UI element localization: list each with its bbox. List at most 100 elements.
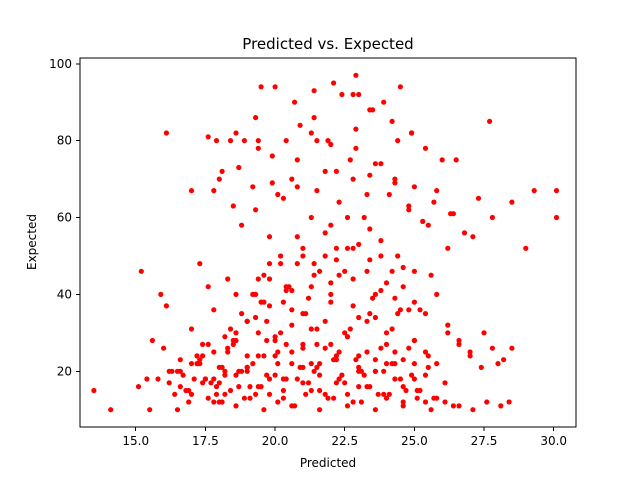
data-point	[272, 337, 278, 344]
data-point	[138, 268, 144, 274]
data-point	[144, 376, 150, 382]
data-point	[347, 157, 353, 163]
data-point	[308, 214, 314, 221]
y-tick-label: 80	[57, 134, 72, 148]
data-point	[420, 218, 426, 224]
data-point	[158, 291, 164, 297]
data-point	[253, 207, 259, 213]
data-point	[445, 322, 451, 328]
data-point	[166, 380, 172, 386]
data-point	[163, 130, 169, 136]
data-point	[233, 337, 239, 344]
data-point	[211, 376, 217, 382]
data-point	[450, 403, 456, 409]
data-point	[177, 384, 183, 390]
data-point	[300, 345, 306, 351]
data-point	[255, 330, 261, 336]
data-point	[300, 380, 306, 386]
data-point	[509, 345, 515, 351]
data-point	[431, 395, 437, 401]
data-point	[244, 353, 250, 359]
data-point	[149, 337, 155, 344]
data-point	[174, 407, 181, 413]
data-point	[314, 138, 320, 144]
data-point	[230, 203, 236, 209]
data-point	[255, 145, 261, 151]
data-point	[356, 241, 362, 247]
data-point	[314, 188, 320, 194]
data-point	[280, 387, 286, 394]
data-point	[333, 353, 339, 359]
data-point	[272, 84, 278, 90]
data-point	[155, 376, 161, 382]
data-point	[456, 403, 462, 409]
x-tick-label: 27.5	[471, 434, 498, 448]
data-point	[383, 330, 390, 336]
data-point	[255, 276, 261, 282]
data-point	[350, 91, 356, 98]
data-point	[392, 376, 398, 382]
data-point	[411, 361, 417, 367]
data-point	[406, 207, 412, 213]
data-point	[350, 303, 356, 309]
data-point	[269, 153, 275, 159]
data-point	[372, 357, 378, 363]
data-point	[344, 245, 351, 251]
data-point	[266, 303, 273, 309]
data-point	[356, 314, 362, 321]
data-point	[233, 130, 239, 136]
data-point	[372, 368, 378, 374]
data-point	[434, 361, 440, 367]
data-point	[439, 157, 445, 163]
data-point	[400, 403, 406, 409]
data-point	[253, 115, 259, 121]
data-point	[322, 345, 328, 351]
data-point	[400, 399, 406, 405]
data-point	[378, 345, 384, 351]
data-point	[361, 372, 367, 378]
data-point	[353, 357, 359, 363]
data-point	[353, 72, 359, 78]
data-point	[336, 376, 342, 382]
data-point	[322, 253, 328, 259]
data-point	[414, 387, 420, 394]
data-point	[328, 222, 334, 228]
data-point	[239, 311, 245, 317]
data-point	[222, 372, 228, 378]
data-point	[347, 326, 353, 332]
data-point	[172, 391, 178, 397]
data-point	[289, 322, 295, 328]
data-point	[239, 222, 245, 228]
data-point	[275, 361, 281, 367]
data-point	[205, 395, 211, 401]
data-point	[197, 261, 203, 267]
data-point	[289, 287, 295, 294]
data-point	[253, 391, 259, 397]
data-point	[392, 180, 398, 186]
data-point	[188, 361, 195, 367]
data-point	[205, 284, 211, 290]
data-point	[261, 407, 267, 413]
data-point	[336, 349, 342, 355]
data-point	[205, 134, 211, 140]
data-point	[233, 291, 239, 297]
data-point	[186, 399, 192, 405]
data-point	[409, 372, 415, 378]
data-point	[244, 364, 250, 370]
data-point	[553, 188, 560, 194]
data-point	[280, 299, 286, 305]
data-point	[166, 368, 172, 374]
data-point	[344, 334, 351, 340]
data-point	[356, 368, 362, 374]
data-point	[191, 376, 197, 382]
data-point	[495, 361, 501, 367]
data-point	[372, 314, 378, 321]
data-point	[481, 330, 487, 336]
data-point	[342, 330, 348, 336]
data-point	[531, 188, 537, 194]
data-point	[358, 399, 364, 405]
data-point	[367, 311, 373, 317]
data-point	[244, 368, 250, 374]
data-point	[364, 268, 370, 274]
data-point	[422, 399, 429, 405]
